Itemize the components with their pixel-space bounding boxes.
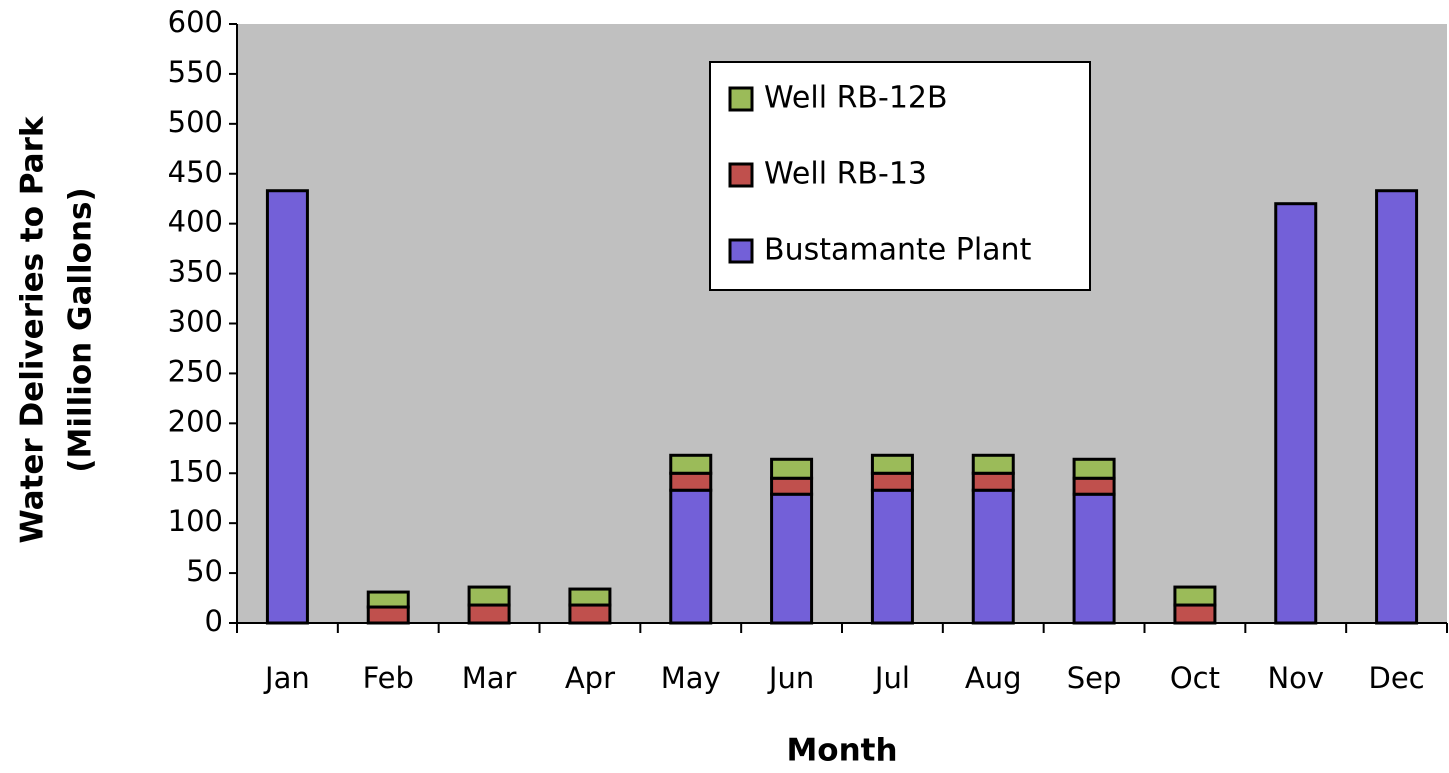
- x-tick-label: Jan: [263, 661, 310, 695]
- bar-segment: [770, 476, 814, 496]
- bar-segment: [568, 587, 612, 607]
- x-tick-label: Dec: [1369, 661, 1425, 695]
- bar-segment: [870, 471, 914, 492]
- bar-segment: [870, 488, 914, 625]
- x-tick-label: Feb: [363, 661, 414, 695]
- legend-label: Well RB-13: [764, 157, 927, 192]
- legend-swatch: [728, 238, 754, 264]
- bar-segment: [1173, 585, 1217, 607]
- y-tick-label: 350: [168, 255, 223, 289]
- y-tick-label: 300: [168, 305, 223, 339]
- y-tick-label: 600: [168, 5, 223, 39]
- bar-segment: [1274, 202, 1318, 625]
- bar-segment: [669, 453, 713, 475]
- x-tick-label: Oct: [1170, 661, 1220, 695]
- y-tick-label: 250: [168, 354, 223, 388]
- y-axis-title-line: Water Deliveries to Park: [15, 115, 51, 543]
- legend-label: Bustamante Plant: [764, 233, 1032, 268]
- bar-segment: [467, 603, 511, 625]
- y-tick-label: 0: [205, 604, 223, 638]
- bar-segment: [1173, 603, 1217, 625]
- x-axis-title: Month: [786, 733, 897, 769]
- y-tick-label: 50: [186, 554, 223, 588]
- y-axis-title-line: (Million Gallons): [63, 187, 99, 472]
- y-tick-label: 500: [168, 105, 223, 139]
- x-tick-label: Aug: [965, 661, 1022, 695]
- bar-segment: [366, 590, 410, 609]
- legend-swatch: [728, 162, 754, 188]
- bar-segment: [770, 457, 814, 480]
- bar-segment: [1072, 492, 1116, 625]
- legend-box: [709, 61, 1091, 291]
- y-tick-label: 400: [168, 205, 223, 239]
- x-tick-label: Nov: [1267, 661, 1324, 695]
- bar-segment: [971, 488, 1015, 625]
- y-tick-label: 550: [168, 55, 223, 89]
- y-tick-label: 200: [168, 404, 223, 438]
- x-tick-label: Mar: [462, 661, 517, 695]
- bar-segment: [870, 453, 914, 475]
- bar-segment: [1072, 457, 1116, 480]
- bar-segment: [971, 471, 1015, 492]
- bar-segment: [366, 605, 410, 625]
- y-tick-label: 450: [168, 155, 223, 189]
- x-tick-label: May: [661, 661, 721, 695]
- bar-segment: [1375, 189, 1419, 625]
- bar-segment: [770, 492, 814, 625]
- bar-segment: [265, 189, 309, 625]
- bar-segment: [669, 471, 713, 492]
- y-tick-label: 100: [168, 504, 223, 538]
- bar-segment: [1072, 476, 1116, 496]
- legend-label: Well RB-12B: [764, 81, 948, 116]
- x-tick-label: Sep: [1067, 661, 1122, 695]
- x-tick-label: Jun: [767, 661, 814, 695]
- bar-segment: [467, 585, 511, 607]
- bar-segment: [568, 603, 612, 625]
- y-axis-title: Water Deliveries to Park (Million Gallon…: [15, 115, 99, 543]
- y-tick-label: 150: [168, 454, 223, 488]
- x-tick-label: Jul: [873, 661, 910, 695]
- bar-segment: [669, 488, 713, 625]
- legend-swatch: [728, 86, 754, 112]
- bar-segment: [971, 453, 1015, 475]
- x-tick-label: Apr: [565, 661, 615, 695]
